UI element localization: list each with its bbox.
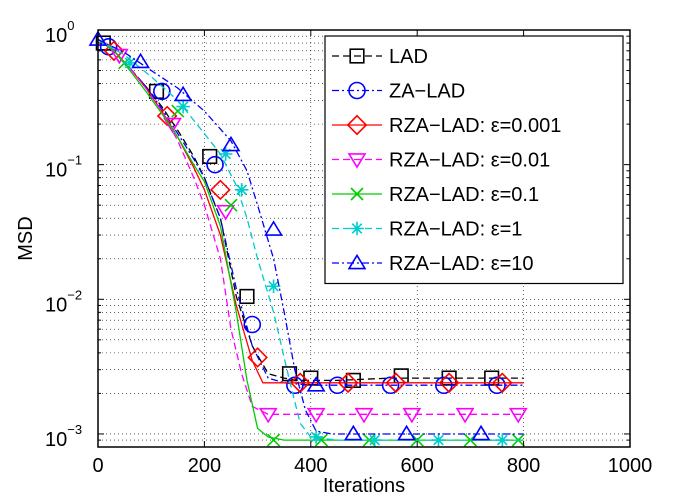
legend-label: RZA−LAD: ε=0.001 bbox=[389, 115, 561, 137]
legend-entry: RZA−LAD: ε=0.001 bbox=[332, 114, 561, 137]
series-1 bbox=[97, 38, 524, 395]
legend-label: RZA−LAD: ε=0.1 bbox=[389, 184, 539, 206]
legend-marker bbox=[349, 48, 365, 64]
legend-entry: LAD bbox=[332, 46, 428, 68]
series-marker bbox=[381, 376, 400, 395]
series-marker bbox=[224, 198, 238, 212]
legend-label: RZA−LAD: ε=1 bbox=[389, 219, 522, 241]
series-marker bbox=[397, 424, 416, 441]
series-marker bbox=[434, 376, 453, 395]
series-3 bbox=[97, 38, 528, 424]
series-marker bbox=[243, 315, 262, 334]
series-marker bbox=[163, 117, 182, 134]
y-tick-label: 100 bbox=[45, 18, 74, 47]
series-marker bbox=[266, 279, 281, 294]
series-marker bbox=[431, 433, 446, 447]
legend-entry: RZA−LAD: ε=1 bbox=[332, 219, 522, 241]
plot-frame bbox=[97, 29, 631, 448]
x-tick-label: 600 bbox=[401, 455, 434, 477]
legend-marker bbox=[350, 221, 364, 236]
series-marker bbox=[488, 376, 506, 395]
series-marker bbox=[354, 407, 374, 424]
series-marker bbox=[109, 48, 129, 65]
y-tick-label: 10−3 bbox=[45, 422, 82, 451]
series-marker bbox=[210, 179, 231, 201]
series-marker bbox=[234, 183, 249, 197]
series-marker bbox=[455, 407, 475, 424]
x-tick-label: 0 bbox=[92, 455, 103, 477]
series-marker bbox=[337, 372, 359, 394]
series-marker bbox=[95, 35, 111, 51]
series-marker bbox=[495, 433, 510, 447]
series-marker bbox=[306, 376, 326, 392]
legend: LAD ZA−LAD RZA−LAD: ε=0.001 RZA−LAD: ε=0.01… bbox=[324, 35, 624, 285]
x-axis-label: Iterations bbox=[323, 475, 405, 497]
y-axis-label: MSD bbox=[15, 216, 37, 260]
legend-label: ZA−LAD bbox=[389, 81, 465, 103]
legend-marker bbox=[347, 253, 367, 270]
series-marker bbox=[218, 147, 233, 161]
series-6 bbox=[88, 30, 524, 441]
plot-series bbox=[88, 30, 528, 447]
series-marker bbox=[131, 52, 150, 69]
series-marker bbox=[264, 220, 283, 236]
series-line bbox=[97, 38, 524, 386]
series-marker bbox=[309, 430, 323, 444]
series-marker bbox=[367, 433, 382, 447]
series-marker bbox=[247, 347, 268, 368]
series-marker bbox=[402, 407, 422, 424]
series-marker bbox=[328, 376, 347, 395]
series-marker bbox=[471, 424, 491, 441]
series-marker bbox=[438, 372, 460, 394]
series-marker bbox=[286, 376, 304, 395]
x-tick-label: 1000 bbox=[608, 455, 653, 477]
axis-ticks: 0 200 400 600 800 1000 100 10−1 10−2 10−3 bbox=[45, 18, 652, 477]
series-marker bbox=[176, 99, 190, 114]
legend-marker bbox=[348, 81, 366, 100]
series-marker bbox=[239, 288, 255, 305]
y-tick-label: 10−1 bbox=[45, 153, 82, 182]
series-marker bbox=[206, 155, 224, 174]
x-tick-label: 400 bbox=[294, 455, 327, 477]
legend-entry: RZA−LAD: ε=0.01 bbox=[332, 150, 550, 172]
series-marker bbox=[266, 433, 281, 447]
series-marker bbox=[103, 40, 125, 62]
series-marker bbox=[306, 407, 326, 424]
x-tick-label: 800 bbox=[507, 455, 540, 477]
series-line bbox=[97, 38, 524, 415]
series-marker bbox=[343, 424, 363, 441]
series-marker bbox=[123, 56, 137, 70]
legend-label: LAD bbox=[389, 46, 428, 68]
series-marker bbox=[508, 407, 528, 424]
series-marker bbox=[221, 135, 241, 152]
legend-entry: RZA−LAD: ε=0.1 bbox=[332, 184, 539, 206]
legend-label: RZA−LAD: ε=10 bbox=[389, 253, 534, 275]
series-line bbox=[97, 38, 524, 435]
legend-entry: RZA−LAD: ε=10 bbox=[332, 253, 534, 275]
series-marker bbox=[491, 372, 513, 394]
legend-marker bbox=[347, 153, 367, 169]
series-marker bbox=[258, 407, 278, 424]
legend-entry: ZA−LAD bbox=[332, 81, 465, 103]
series-marker bbox=[216, 204, 236, 221]
legend-label: RZA−LAD: ε=0.01 bbox=[389, 150, 550, 172]
series-marker bbox=[385, 372, 407, 394]
series-marker bbox=[153, 82, 171, 101]
legend-marker bbox=[350, 187, 364, 201]
legend-marker bbox=[346, 114, 368, 136]
series-5 bbox=[97, 38, 524, 447]
x-tick-label: 200 bbox=[188, 455, 221, 477]
y-tick-label: 10−2 bbox=[45, 287, 82, 316]
legend-box bbox=[324, 35, 624, 285]
series-marker bbox=[173, 85, 193, 102]
